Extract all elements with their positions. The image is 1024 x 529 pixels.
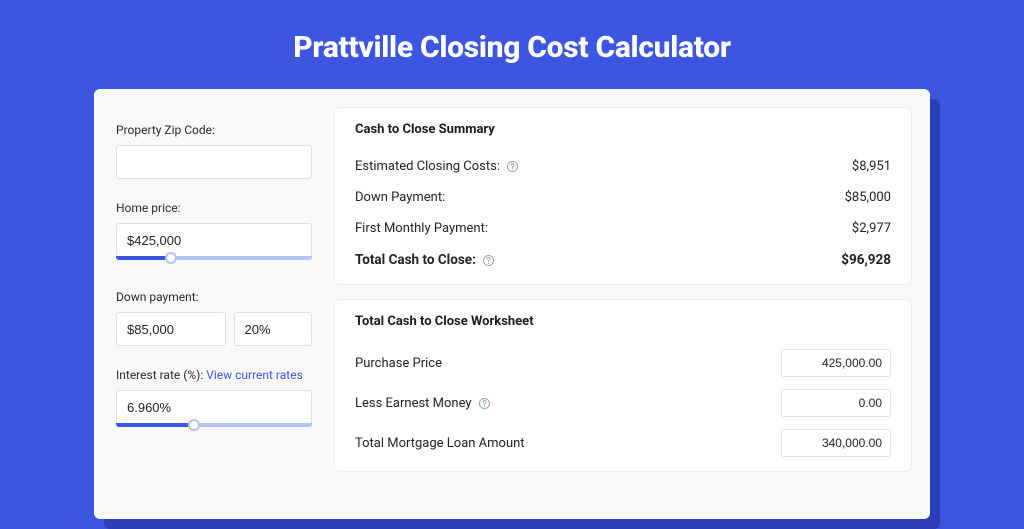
- summary-row: Total Cash to Close: $96,928: [355, 244, 891, 276]
- slider-fill: [116, 423, 194, 427]
- results-column: Cash to Close Summary Estimated Closing …: [334, 89, 930, 519]
- worksheet-row-label: Purchase Price: [355, 356, 442, 371]
- home-price-slider[interactable]: [116, 256, 312, 268]
- help-icon[interactable]: [478, 397, 491, 410]
- worksheet-row-input[interactable]: [781, 349, 891, 377]
- rate-label-text: Interest rate (%):: [116, 368, 206, 382]
- worksheet-row-label: Total Mortgage Loan Amount: [355, 436, 525, 451]
- down-payment-label: Down payment:: [116, 290, 312, 304]
- summary-rows: Estimated Closing Costs: $8,951 Down Payme…: [355, 151, 891, 276]
- worksheet-row: Total Mortgage Loan Amount: [355, 423, 891, 463]
- summary-row: Estimated Closing Costs: $8,951: [355, 151, 891, 182]
- view-rates-link[interactable]: View current rates: [206, 368, 303, 382]
- worksheet-row-label: Less Earnest Money: [355, 396, 491, 411]
- zip-label: Property Zip Code:: [116, 123, 312, 137]
- help-icon[interactable]: [506, 160, 519, 173]
- summary-row-value: $2,977: [852, 221, 891, 236]
- summary-panel: Cash to Close Summary Estimated Closing …: [334, 107, 912, 285]
- zip-input[interactable]: [116, 145, 312, 179]
- calculator-card: Property Zip Code: Home price: Down paym…: [94, 89, 930, 519]
- calculator-card-wrap: Property Zip Code: Home price: Down paym…: [94, 89, 930, 519]
- worksheet-row: Purchase Price: [355, 343, 891, 383]
- inputs-column: Property Zip Code: Home price: Down paym…: [94, 89, 334, 519]
- summary-row-label: First Monthly Payment:: [355, 221, 488, 236]
- field-zip: Property Zip Code:: [116, 123, 312, 179]
- page-title: Prattville Closing Cost Calculator: [0, 0, 1024, 89]
- summary-row-label: Estimated Closing Costs:: [355, 159, 519, 174]
- slider-fill: [116, 256, 171, 260]
- summary-row-label: Down Payment:: [355, 190, 445, 205]
- worksheet-row-input[interactable]: [781, 389, 891, 417]
- worksheet-rows: Purchase Price Less Earnest Money Total Mo…: [355, 343, 891, 463]
- field-home-price: Home price:: [116, 201, 312, 268]
- worksheet-row-input[interactable]: [781, 429, 891, 457]
- summary-row-value: $8,951: [852, 159, 891, 174]
- home-price-label: Home price:: [116, 201, 312, 215]
- worksheet-row: Less Earnest Money: [355, 383, 891, 423]
- worksheet-panel: Total Cash to Close Worksheet Purchase P…: [334, 299, 912, 472]
- summary-row-value: $96,928: [841, 252, 891, 268]
- slider-thumb[interactable]: [165, 252, 177, 264]
- rate-slider[interactable]: [116, 423, 312, 435]
- summary-row-label: Total Cash to Close:: [355, 252, 495, 268]
- summary-heading: Cash to Close Summary: [355, 122, 891, 137]
- field-down-payment: Down payment:: [116, 290, 312, 346]
- rate-input[interactable]: [116, 390, 312, 424]
- field-interest-rate: Interest rate (%): View current rates: [116, 368, 312, 435]
- summary-row: First Monthly Payment: $2,977: [355, 213, 891, 244]
- summary-row: Down Payment: $85,000: [355, 182, 891, 213]
- home-price-input[interactable]: [116, 223, 312, 257]
- help-icon[interactable]: [482, 254, 495, 267]
- down-payment-input[interactable]: [116, 312, 226, 346]
- slider-thumb[interactable]: [188, 419, 200, 431]
- down-payment-pct-input[interactable]: [234, 312, 312, 346]
- summary-row-value: $85,000: [845, 190, 891, 205]
- worksheet-heading: Total Cash to Close Worksheet: [355, 314, 891, 329]
- rate-label: Interest rate (%): View current rates: [116, 368, 312, 382]
